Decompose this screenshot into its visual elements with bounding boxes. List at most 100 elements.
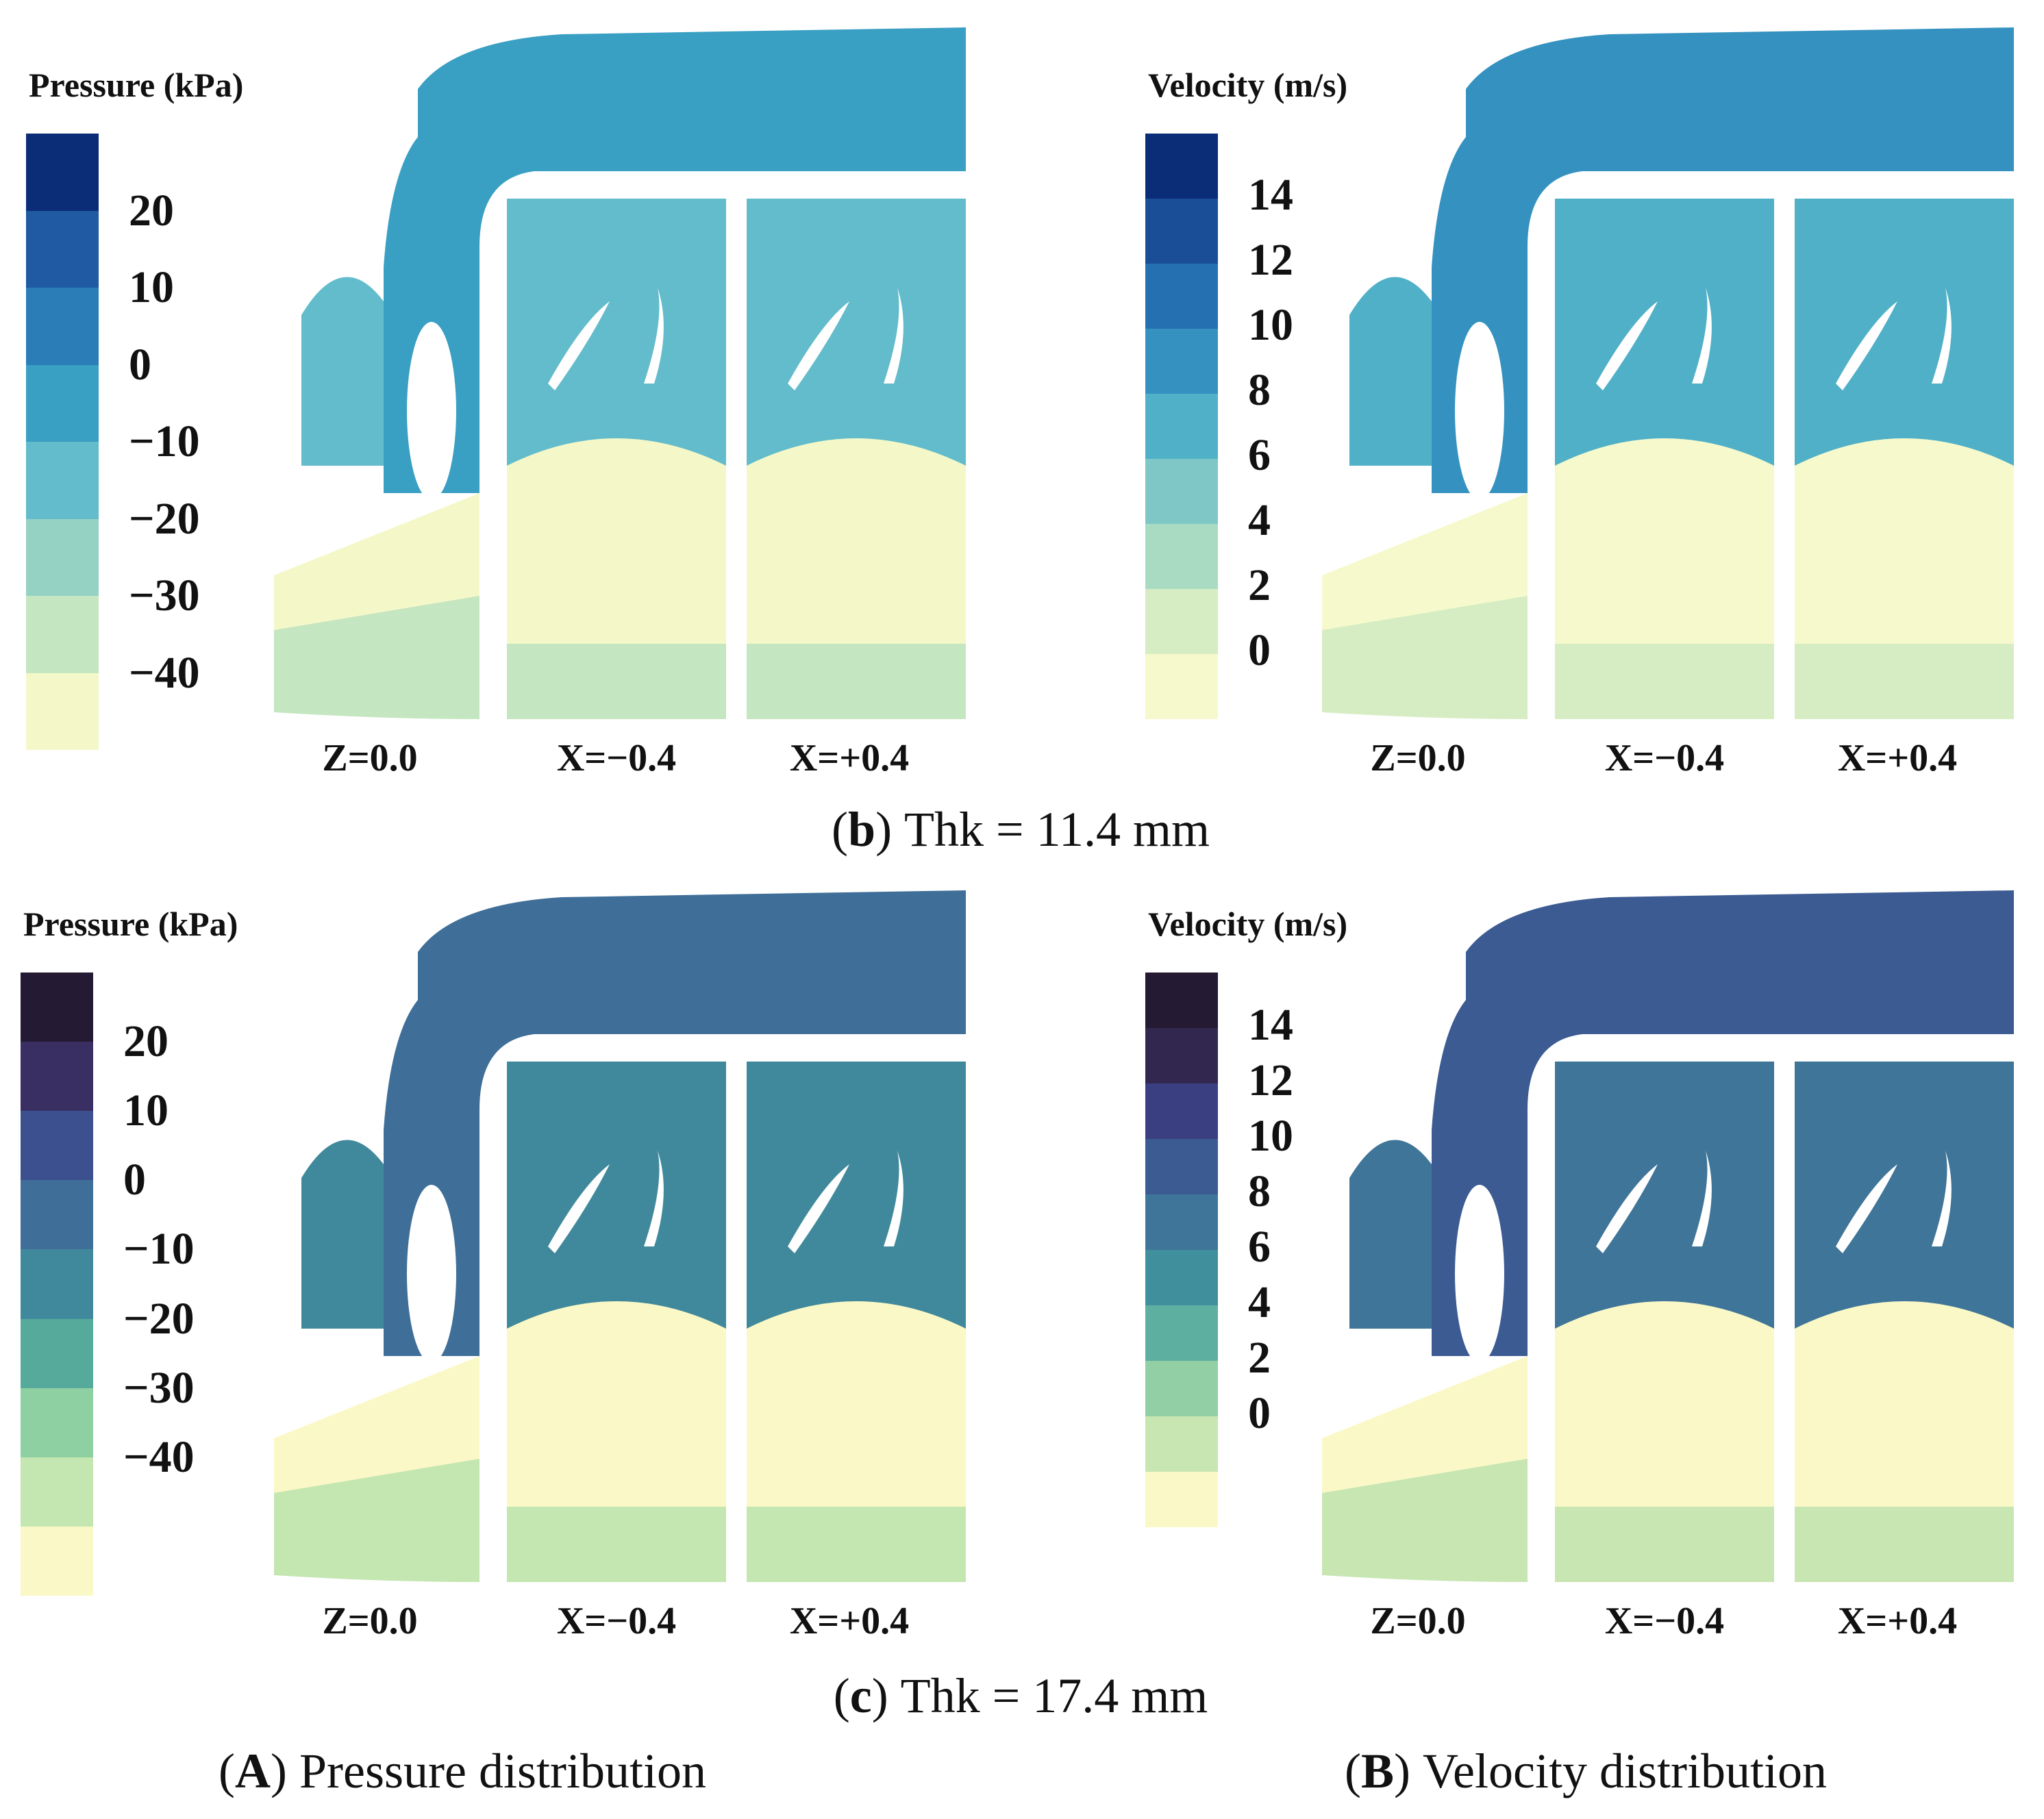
section-label: Z=0.0 bbox=[322, 1600, 418, 1642]
section-label: X=−0.4 bbox=[556, 1600, 677, 1642]
colorbar-tick-label: 12 bbox=[1248, 1055, 1293, 1105]
guide-vane-blade bbox=[1596, 1164, 1658, 1253]
caption-text: Pressure distribution bbox=[299, 1744, 706, 1798]
colorbar-band bbox=[1145, 589, 1218, 654]
colorbar bbox=[1145, 134, 1218, 719]
bend-region bbox=[384, 27, 966, 493]
flow-field bbox=[1322, 27, 2014, 719]
colorbar-tick-label: 2 bbox=[1248, 1332, 1271, 1383]
guide-vane-blade bbox=[788, 301, 849, 390]
colorbar-tick-label: −40 bbox=[129, 647, 200, 698]
colorbar-tick-label: 14 bbox=[1248, 170, 1293, 221]
section-label: Z=0.0 bbox=[1370, 1600, 1466, 1642]
colorbar-band bbox=[1145, 329, 1218, 394]
colorbar-band bbox=[21, 1042, 93, 1112]
colorbar-band bbox=[26, 442, 99, 519]
caption-text: Velocity distribution bbox=[1423, 1744, 1827, 1798]
caption-text: Thk = 17.4 mm bbox=[900, 1668, 1208, 1723]
inlet-region bbox=[301, 1140, 384, 1329]
colorbar-title: Pressure (kPa) bbox=[29, 66, 244, 104]
guide-vane-blade bbox=[548, 301, 610, 390]
section-label: X=−0.4 bbox=[556, 737, 677, 779]
inlet-region bbox=[1349, 277, 1432, 466]
colorbar-band bbox=[21, 1180, 93, 1250]
section-bottom-region bbox=[1795, 644, 2014, 719]
colorbar-tick-label: 20 bbox=[129, 185, 174, 236]
colorbar-tick-label: 0 bbox=[123, 1155, 146, 1205]
guide-vane-blade bbox=[1836, 301, 1897, 390]
colorbar-band bbox=[26, 134, 99, 211]
pressure-panel: Pressure (kPa) 20 10 0 −10 −20 −30 −40 Z=0.0 X=−0… bbox=[0, 27, 966, 801]
colorbar-tick-label: −10 bbox=[123, 1224, 195, 1275]
colorbar-tick-label: 6 bbox=[1248, 1221, 1271, 1272]
outlet-upper-region bbox=[274, 1356, 479, 1493]
section-label: X=+0.4 bbox=[789, 737, 910, 779]
colorbar-band bbox=[21, 1457, 93, 1527]
colorbar-tick-label: −20 bbox=[129, 493, 200, 544]
colorbar-band bbox=[26, 288, 99, 365]
colorbar-band bbox=[1145, 1416, 1218, 1472]
bend-region bbox=[384, 890, 966, 1356]
colorbar-band bbox=[1145, 1250, 1218, 1305]
colorbar-band bbox=[26, 364, 99, 442]
guide-vane-blade bbox=[1932, 1151, 1952, 1246]
hub-body bbox=[407, 322, 456, 500]
colorbar-band bbox=[1145, 134, 1218, 199]
colorbar-band bbox=[21, 1526, 93, 1596]
colorbar-band bbox=[21, 1318, 93, 1388]
colorbar-band bbox=[1145, 1083, 1218, 1139]
colorbar bbox=[1145, 973, 1218, 1527]
section-label: X=+0.4 bbox=[1837, 1600, 1958, 1642]
caption-col-b: (B) Velocity distribution bbox=[1345, 1744, 1827, 1798]
colorbar-band bbox=[26, 210, 99, 288]
guide-vane-blade bbox=[884, 288, 903, 384]
colorbar-band bbox=[21, 1111, 93, 1181]
hub-body bbox=[1455, 1185, 1504, 1363]
colorbar-tick-label: 10 bbox=[129, 262, 174, 312]
inlet-region bbox=[301, 277, 384, 466]
inlet-region bbox=[1349, 1140, 1432, 1329]
colorbar-tick-label: −10 bbox=[129, 416, 200, 466]
hub-body bbox=[407, 1185, 456, 1363]
colorbar-tick-label: −40 bbox=[123, 1431, 195, 1482]
colorbar-band bbox=[26, 673, 99, 750]
bend-region bbox=[1432, 27, 2014, 493]
bend-region bbox=[1432, 890, 2014, 1356]
section-bottom-region bbox=[1555, 1507, 1774, 1582]
flow-field bbox=[274, 890, 966, 1582]
guide-vane-blade bbox=[884, 1151, 903, 1246]
section-bottom-region bbox=[747, 644, 966, 719]
guide-vane-blade bbox=[1836, 1164, 1897, 1253]
colorbar-tick-label: 10 bbox=[1248, 1110, 1293, 1161]
colorbar-band bbox=[1145, 394, 1218, 459]
colorbar-band bbox=[1145, 1472, 1218, 1527]
colorbar-band bbox=[1145, 1028, 1218, 1083]
colorbar-tick-label: −20 bbox=[123, 1293, 195, 1344]
section-label: Z=0.0 bbox=[1370, 737, 1466, 779]
colorbar-band bbox=[1145, 199, 1218, 264]
colorbar-band bbox=[1145, 1305, 1218, 1361]
guide-vane-blade bbox=[788, 1164, 849, 1253]
section-bottom-region bbox=[1555, 644, 1774, 719]
guide-vane-blade bbox=[1692, 288, 1712, 384]
colorbar-band bbox=[1145, 459, 1218, 524]
colorbar-tick-label: 12 bbox=[1248, 235, 1293, 286]
colorbar-tick-label: 14 bbox=[1248, 999, 1293, 1050]
guide-vane-blade bbox=[1692, 1151, 1712, 1246]
caption-letter: b bbox=[848, 802, 876, 857]
colorbar-band bbox=[1145, 264, 1218, 329]
colorbar bbox=[26, 134, 99, 750]
colorbar-band bbox=[1145, 1361, 1218, 1416]
colorbar-band bbox=[21, 973, 93, 1042]
caption-letter: A bbox=[235, 1744, 271, 1798]
outlet-upper-region bbox=[274, 493, 479, 630]
colorbar-tick-label: 2 bbox=[1248, 560, 1271, 611]
outlet-upper-region bbox=[1322, 1356, 1528, 1493]
section-bottom-region bbox=[1795, 1507, 2014, 1582]
colorbar-tick-label: −30 bbox=[123, 1362, 195, 1413]
colorbar-tick-label: 0 bbox=[129, 339, 151, 390]
caption-row-c: (c) Thk = 17.4 mm bbox=[833, 1668, 1208, 1723]
section-label: X=−0.4 bbox=[1604, 737, 1725, 779]
colorbar-band bbox=[26, 596, 99, 673]
outlet-upper-region bbox=[1322, 493, 1528, 630]
